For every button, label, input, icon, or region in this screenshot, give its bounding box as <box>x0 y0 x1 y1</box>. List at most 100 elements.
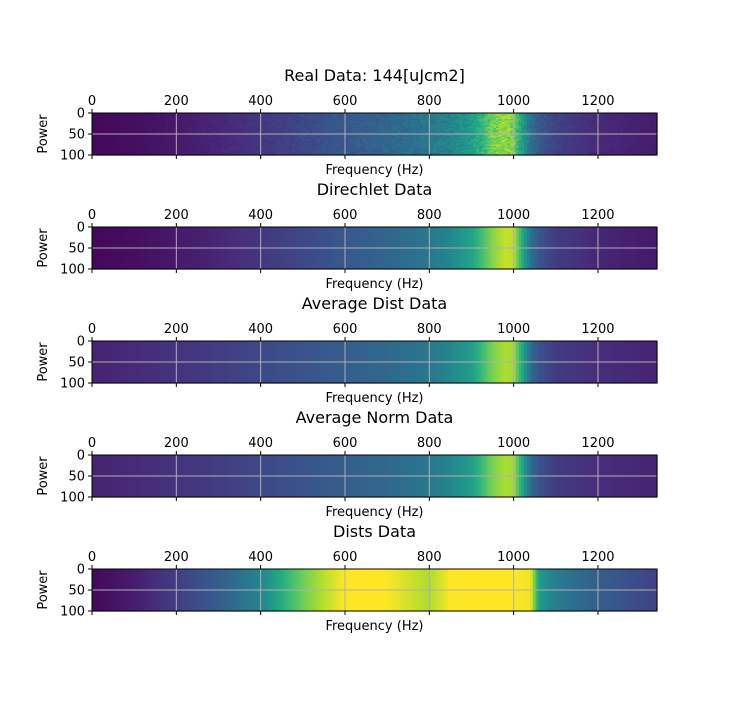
heatmap-cell <box>493 114 497 117</box>
heatmap-cell <box>334 137 339 140</box>
heatmap-cell <box>538 122 542 125</box>
heatmap-cell <box>366 140 370 143</box>
heatmap-cell <box>278 114 282 117</box>
heatmap-cell <box>498 150 503 153</box>
heatmap-cell <box>247 128 251 131</box>
heatmap-cell <box>111 131 116 134</box>
heatmap-cell <box>394 150 398 153</box>
heatmap-cell <box>103 146 107 149</box>
heatmap-cell <box>563 117 568 120</box>
heatmap-cell <box>210 143 215 146</box>
heatmap-cell <box>92 120 96 123</box>
heatmap-cell <box>199 117 203 120</box>
heatmap-cell <box>168 119 172 122</box>
heatmap-cell <box>368 126 373 129</box>
heatmap-cell <box>145 138 150 141</box>
heatmap-cell <box>425 135 429 138</box>
heatmap-cell <box>298 120 302 123</box>
heatmap-cell <box>329 125 333 128</box>
heatmap-cell <box>532 137 537 140</box>
heatmap-cell <box>97 120 102 123</box>
heatmap-cell <box>377 137 381 140</box>
heatmap-cell <box>346 138 350 141</box>
heatmap-cell <box>190 117 195 120</box>
heatmap-cell <box>145 126 150 129</box>
heatmap-cell <box>165 119 169 122</box>
heatmap-cell <box>286 119 291 122</box>
heatmap-cell <box>399 138 404 141</box>
heatmap-cell <box>190 147 195 150</box>
heatmap-cell <box>340 129 345 132</box>
heatmap-cell <box>388 141 393 144</box>
heatmap-cell <box>360 147 364 150</box>
heatmap-cell <box>190 143 195 146</box>
heatmap-cell <box>371 116 376 119</box>
heatmap-cell <box>351 150 356 153</box>
heatmap-cell <box>269 128 274 131</box>
heatmap-cell <box>357 128 361 131</box>
heatmap-cell <box>264 135 268 138</box>
heatmap-cell <box>275 117 280 120</box>
heatmap-cell <box>541 122 545 125</box>
heatmap-cell <box>303 129 308 132</box>
heatmap-cell <box>374 143 378 146</box>
heatmap-cell <box>312 116 316 119</box>
heatmap-cell <box>269 141 274 144</box>
heatmap-cell <box>504 146 508 149</box>
heatmap-cell <box>301 144 305 147</box>
heatmap-cell <box>552 119 556 122</box>
heatmap-cell <box>456 147 460 150</box>
heatmap-cell <box>312 140 316 143</box>
heatmap-cell <box>340 126 345 129</box>
heatmap-cell <box>518 123 523 126</box>
heatmap-cell <box>185 119 189 122</box>
heatmap-cell <box>464 123 469 126</box>
heatmap-cell <box>199 140 203 143</box>
heatmap-cell <box>394 135 398 138</box>
heatmap-cell <box>487 135 491 138</box>
heatmap-cell <box>351 149 356 152</box>
heatmap-cell <box>577 137 582 140</box>
heatmap-cell <box>94 129 99 132</box>
heatmap-cell <box>337 119 342 122</box>
heatmap-cell <box>196 141 200 144</box>
heatmap-cell <box>323 138 328 141</box>
heatmap-cell <box>572 114 576 117</box>
heatmap-cell <box>408 149 412 152</box>
heatmap-cell <box>524 119 528 122</box>
heatmap-cell <box>371 134 376 137</box>
heatmap-cell <box>481 137 486 140</box>
heatmap-cell <box>120 126 124 129</box>
heatmap-cell <box>97 150 102 153</box>
heatmap-cell <box>275 140 280 143</box>
heatmap-cell <box>205 140 209 143</box>
heatmap-cell <box>241 129 246 132</box>
heatmap-cell <box>592 117 596 120</box>
heatmap-cell <box>394 149 398 152</box>
heatmap-cell <box>219 126 223 129</box>
heatmap-cell <box>357 149 361 152</box>
heatmap-cell <box>142 114 147 117</box>
heatmap-cell <box>221 128 226 131</box>
heatmap-cell <box>295 150 299 153</box>
heatmap-cell <box>233 140 237 143</box>
heatmap-cell <box>504 150 508 153</box>
heatmap-cell <box>315 123 319 126</box>
heatmap-cell <box>301 131 305 134</box>
heatmap-cell <box>495 114 500 117</box>
heatmap-cell <box>589 128 593 131</box>
heatmap-cell <box>504 129 508 132</box>
heatmap-cell <box>377 131 381 134</box>
heatmap-cell <box>309 129 313 132</box>
heatmap-cell <box>156 152 161 155</box>
heatmap-cell <box>498 138 503 141</box>
heatmap-cell <box>216 125 220 128</box>
heatmap-cell <box>510 143 514 146</box>
heatmap-cell <box>481 143 486 146</box>
heatmap-cell <box>312 114 316 117</box>
heatmap-cell <box>431 135 435 138</box>
heatmap-cell <box>148 135 152 138</box>
heatmap-cell <box>196 125 200 128</box>
heatmap-cell <box>498 129 503 132</box>
heatmap-cell <box>391 144 395 147</box>
